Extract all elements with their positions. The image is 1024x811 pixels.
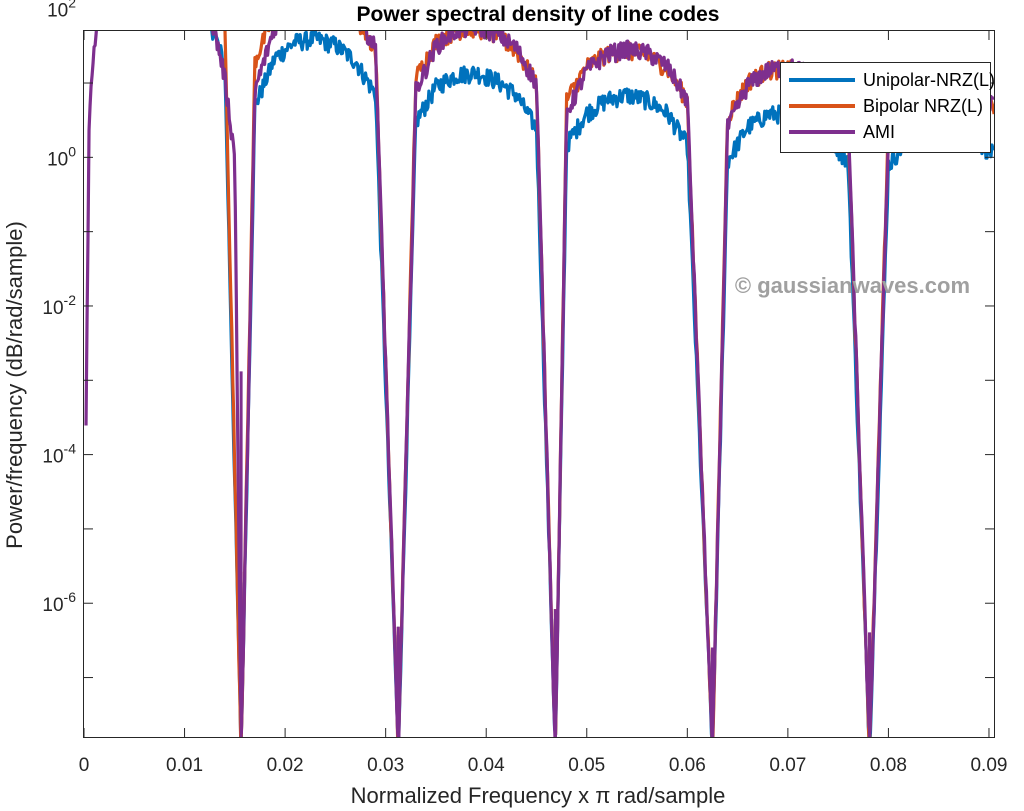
x-tick-label: 0.03 [367, 755, 404, 776]
x-tick-label: 0.07 [769, 755, 806, 776]
y-axis-label: Power/frequency (dB/rad/sample) [2, 221, 27, 549]
legend: Unipolar-NRZ(L) Bipolar NRZ(L) AMI [780, 62, 995, 153]
x-tick-label: 0.05 [568, 755, 605, 776]
y-tick-base: 10 [42, 298, 63, 319]
y-tick-base: 10 [42, 447, 63, 468]
x-tick-label: 0.02 [267, 755, 304, 776]
y-tick-label: 10-2 [42, 292, 76, 319]
y-tick-exponent: -2 [64, 292, 77, 308]
y-tick-label: 10-4 [42, 441, 76, 468]
legend-label: AMI [863, 122, 895, 142]
legend-label: Bipolar NRZ(L) [863, 96, 983, 116]
x-tick-label: 0.04 [468, 755, 505, 776]
y-tick-exponent: -6 [64, 589, 77, 605]
y-tick-label: 102 [47, 0, 76, 22]
legend-label: Unipolar-NRZ(L) [863, 70, 995, 90]
x-tick-label: 0 [79, 755, 90, 776]
watermark: © gaussianwaves.com [735, 273, 970, 298]
x-axis-ticks: 0 0.01 0.02 0.03 0.04 0.05 0.06 0.07 0.08 0.09 [79, 31, 1007, 776]
y-tick-exponent: 0 [68, 143, 76, 159]
y-tick-base: 10 [47, 149, 68, 170]
x-tick-label: 0.01 [166, 755, 203, 776]
y-tick-label: 100 [47, 143, 76, 170]
y-tick-base: 10 [42, 595, 63, 616]
x-axis-label: Normalized Frequency x π rad/sample [351, 783, 726, 808]
y-tick-exponent: -4 [64, 441, 77, 457]
y-axis-ticks: 10610410210010-210-410-6 [42, 0, 994, 679]
y-tick-exponent: 2 [68, 0, 76, 11]
y-tick-label: 10-6 [42, 589, 76, 616]
chart-title: Power spectral density of line codes [357, 3, 720, 26]
y-tick-base: 10 [47, 1, 68, 22]
x-tick-label: 0.08 [870, 755, 907, 776]
x-tick-label: 0.06 [669, 755, 706, 776]
x-tick-label: 0.09 [970, 755, 1007, 776]
